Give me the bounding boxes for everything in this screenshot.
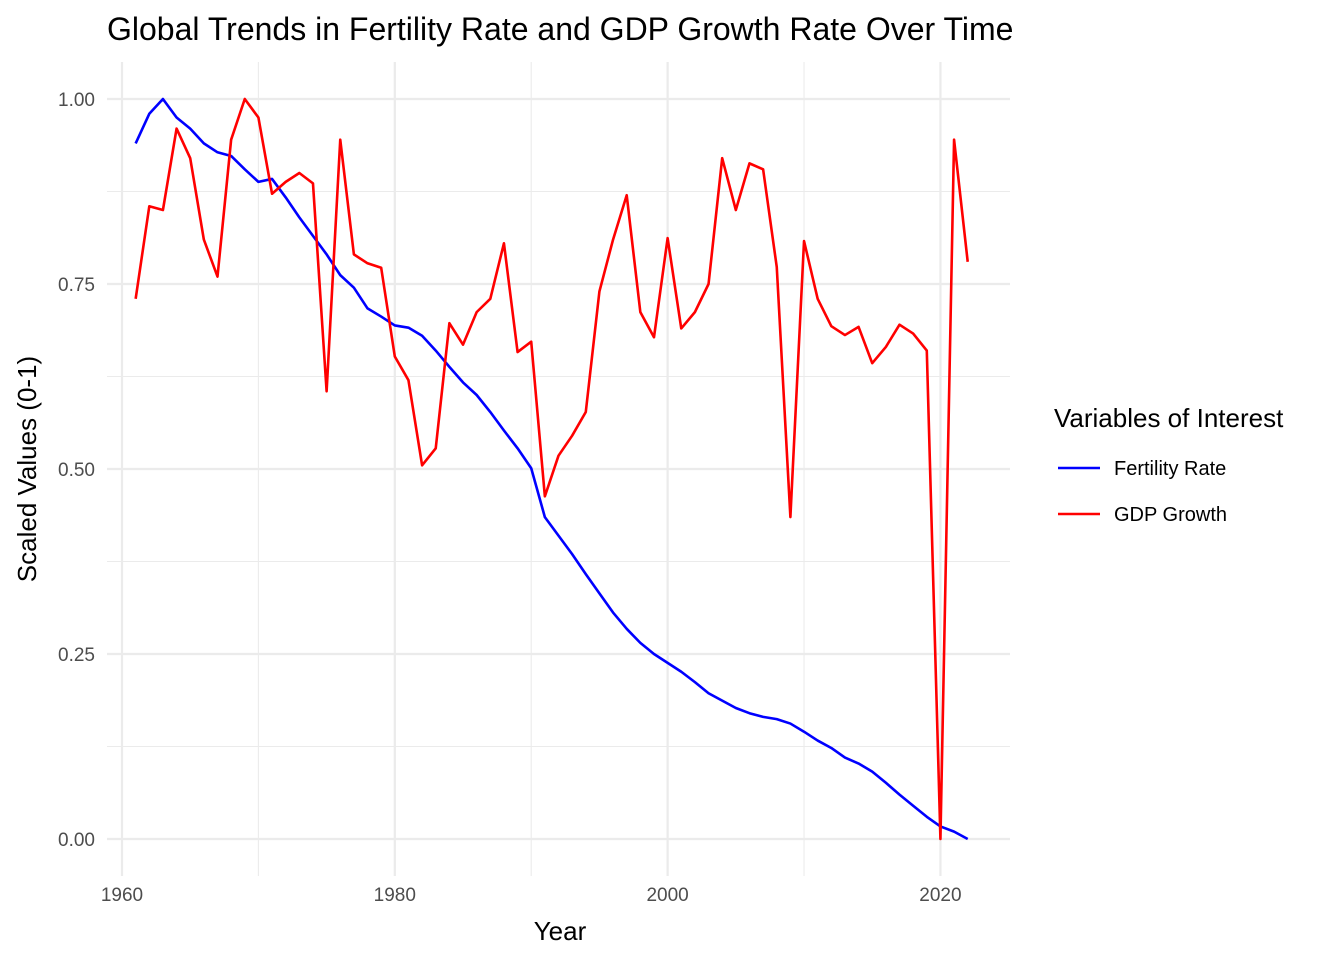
x-axis-title: Year bbox=[534, 916, 587, 946]
y-tick-label: 0.25 bbox=[58, 645, 95, 666]
series-line-gdp-growth bbox=[134, 97, 970, 841]
y-tick-label: 0.00 bbox=[58, 830, 95, 851]
y-tick-label: 1.00 bbox=[58, 90, 95, 111]
legend-label-fertility-rate: Fertility Rate bbox=[1114, 458, 1226, 480]
x-tick-label: 2020 bbox=[919, 885, 961, 906]
series-lines bbox=[134, 97, 970, 841]
series-line-fertility-rate bbox=[134, 97, 969, 841]
y-axis-title: Scaled Values (0-1) bbox=[12, 356, 42, 582]
y-tick-label: 0.50 bbox=[58, 460, 95, 481]
legend-title: Variables of Interest bbox=[1054, 403, 1284, 433]
x-tick-label: 1980 bbox=[374, 885, 416, 906]
x-tick-label: 1960 bbox=[101, 885, 143, 906]
grid bbox=[107, 62, 1010, 876]
y-tick-label: 0.75 bbox=[58, 275, 95, 296]
x-tick-label: 2000 bbox=[646, 885, 688, 906]
legend-label-gdp-growth: GDP Growth bbox=[1114, 504, 1227, 526]
chart-title: Global Trends in Fertility Rate and GDP … bbox=[107, 11, 1013, 47]
legend: Variables of Interest Fertility Rate GDP… bbox=[1054, 403, 1284, 526]
tick-labels: 1960 1980 2000 2020 0.00 0.25 0.50 0.75 1.00 bbox=[58, 90, 962, 906]
